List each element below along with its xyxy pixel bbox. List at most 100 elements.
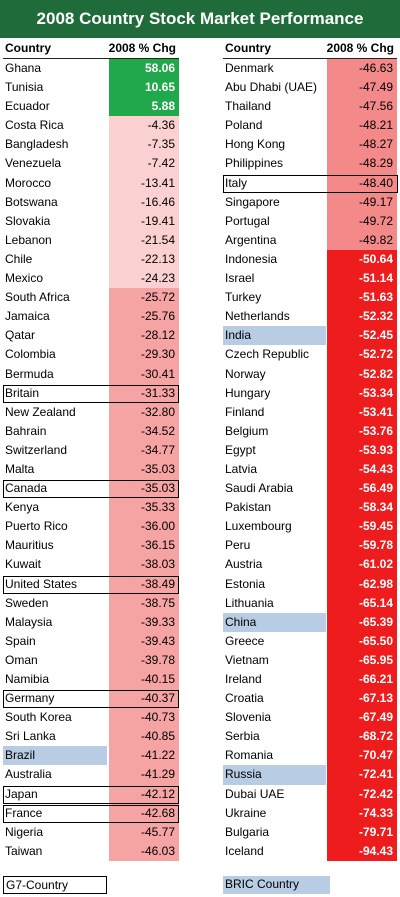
table-row: Argentina -49.82	[223, 230, 397, 250]
table-row: Denmark -46.63	[223, 59, 397, 79]
country-name: Thailand	[225, 99, 272, 114]
table-row: South Korea -40.73	[3, 708, 179, 728]
table-row: Hong Kong -48.27	[223, 135, 397, 155]
country-name: Ireland	[225, 672, 262, 686]
percent-change-value: -72.41	[327, 765, 397, 785]
country-name: Poland	[225, 118, 263, 133]
percent-change-value: -52.82	[327, 364, 397, 384]
country-name: Estonia	[225, 576, 266, 591]
percent-change-value: -68.72	[327, 727, 397, 747]
percent-change-value: -62.98	[327, 574, 397, 594]
country-name: Ecuador	[5, 99, 50, 114]
country-name: Singapore	[225, 194, 280, 209]
country-name: Botswana	[5, 194, 58, 209]
table-row: Russia -72.41	[223, 765, 397, 785]
legend-bric: BRIC Country	[223, 876, 330, 894]
percent-change-value: -40.37	[109, 689, 179, 709]
table-row: France -42.68	[3, 803, 179, 823]
table-row: Israel -51.14	[223, 269, 397, 289]
country-name: Romania	[225, 748, 274, 763]
percent-change-value: -40.15	[109, 670, 179, 690]
percent-change-value: -48.27	[327, 135, 397, 155]
table-row: Poland -48.21	[223, 116, 397, 136]
left-table-header: Country 2008 % Chg	[3, 39, 179, 59]
country-name: Sri Lanka	[5, 729, 56, 744]
table-row: Turkey -51.63	[223, 288, 397, 308]
country-name: Bulgaria	[225, 824, 270, 839]
change-header: 2008 % Chg	[108, 41, 176, 55]
country-name: Abu Dhabi (UAE)	[225, 80, 318, 95]
country-name: Sweden	[5, 595, 49, 610]
country-name: South Korea	[5, 710, 72, 725]
table-row: Latvia -54.43	[223, 459, 397, 480]
percent-change-value: -50.64	[327, 249, 397, 270]
table-row: Bahrain -34.52	[3, 421, 179, 441]
percent-change-value: -32.80	[109, 402, 179, 422]
table-row: Vietnam -65.95	[223, 650, 397, 670]
table-row: Bulgaria -79.71	[223, 822, 397, 842]
country-name: Nigeria	[5, 824, 44, 839]
table-row: China -65.39	[223, 612, 397, 632]
country-name: Kenya	[5, 500, 40, 515]
percent-change-value: -51.14	[327, 269, 397, 289]
percent-change-value: -41.22	[109, 746, 179, 766]
percent-change-value: -21.54	[109, 230, 179, 250]
country-name: United States	[5, 576, 78, 591]
country-name: Greece	[225, 633, 265, 648]
table-row: Lebanon -21.54	[3, 230, 179, 250]
table-row: Botswana -16.46	[3, 192, 179, 212]
percent-change-value: -40.73	[109, 708, 179, 728]
table-row: Malta -35.03	[3, 459, 179, 480]
percent-change-value: -53.41	[327, 402, 397, 422]
right-table-header: Country 2008 % Chg	[223, 39, 397, 59]
percent-change-value: -54.43	[327, 459, 397, 480]
country-name: Venezuela	[5, 156, 62, 171]
table-row: Spain -39.43	[3, 631, 179, 651]
country-name: Bangladesh	[5, 137, 69, 152]
country-name: Mexico	[5, 271, 44, 286]
percent-change-value: -59.45	[327, 517, 397, 537]
table-row: Morocco -13.41	[3, 173, 179, 193]
percent-change-value: -72.42	[327, 784, 397, 804]
country-name: Morocco	[5, 175, 52, 190]
percent-change-value: -47.56	[327, 97, 397, 117]
table-row: Pakistan -58.34	[223, 498, 397, 518]
table-row: Ghana 58.06	[3, 59, 179, 79]
table-row: Luxembourg -59.45	[223, 517, 397, 537]
percent-change-value: -13.41	[109, 173, 179, 193]
table-row: Jamaica -25.76	[3, 307, 179, 327]
country-name: Puerto Rico	[5, 519, 68, 534]
country-name: Norway	[225, 366, 266, 381]
country-name: Netherlands	[225, 309, 290, 324]
percent-change-value: -48.21	[327, 116, 397, 136]
country-name: Colombia	[5, 347, 56, 362]
percent-change-value: -65.50	[327, 631, 397, 651]
country-name: Dubai UAE	[225, 786, 285, 801]
country-name: Brazil	[3, 746, 107, 766]
table-row: Portugal -49.72	[223, 211, 397, 231]
country-name: Kuwait	[5, 557, 42, 572]
country-name: Canada	[5, 481, 48, 496]
country-name: France	[5, 805, 43, 820]
country-name: Lebanon	[5, 232, 52, 247]
table-row: Belgium -53.76	[223, 421, 397, 441]
country-name: Tunisia	[5, 80, 44, 95]
right-table: Country 2008 % Chg Denmark -46.63 Abu Dhab…	[223, 39, 398, 861]
table-row: Colombia -29.30	[3, 345, 179, 365]
country-name: Belgium	[225, 423, 269, 438]
percent-change-value: -36.15	[109, 536, 179, 556]
percent-change-value: -66.21	[327, 670, 397, 690]
country-name: Ukraine	[225, 805, 267, 820]
country-name: Denmark	[225, 61, 274, 75]
country-name: Qatar	[5, 328, 36, 343]
percent-change-value: -65.14	[327, 593, 397, 613]
country-name: Peru	[225, 538, 251, 553]
percent-change-value: -38.49	[109, 574, 179, 594]
table-row: Netherlands -52.32	[223, 307, 397, 327]
table-row: Puerto Rico -36.00	[3, 517, 179, 537]
percent-change-value: -4.36	[109, 116, 179, 136]
percent-change-value: -24.23	[109, 269, 179, 289]
percent-change-value: -39.33	[109, 612, 179, 632]
table-row: United States -38.49	[3, 574, 179, 594]
percent-change-value: -56.49	[327, 479, 397, 499]
